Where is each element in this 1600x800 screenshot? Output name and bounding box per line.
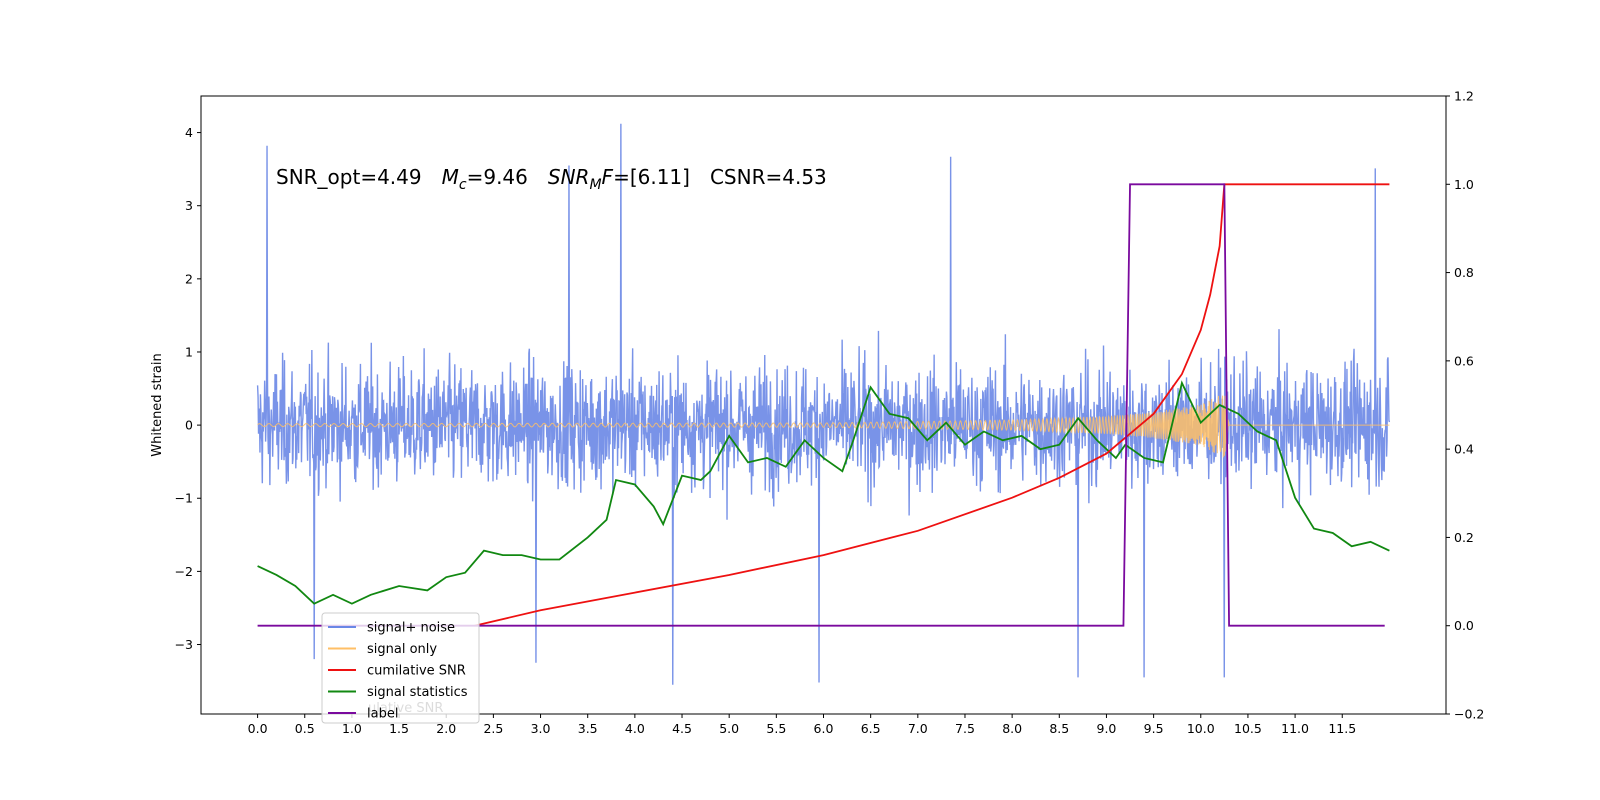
x-tick-label: 6.5 [861,721,881,736]
x-tick-label: 9.0 [1097,721,1117,736]
x-tick-label: 10.5 [1234,721,1262,736]
x-tick-label: 5.5 [766,721,786,736]
snrmf-symbol: SNR [548,165,590,189]
x-tick-label: 10.0 [1187,721,1215,736]
x-tick-label: 5.0 [719,721,739,736]
legend-label: signal statistics [367,685,468,700]
y-left-tick-label: −3 [175,637,193,652]
signal-only-series [257,395,1390,458]
legend: ulative SNR signal+ noise signal only cumi… [321,612,480,724]
x-tick-label: 1.0 [342,721,362,736]
label-line [257,183,1385,627]
y-left-tick-label: −2 [175,564,193,579]
x-tick-label: 8.0 [1002,721,1022,736]
legend-ghost-text: ulative SNR [368,701,443,716]
y-left-tick-label: 2 [185,271,193,286]
x-tick-label: 1.5 [389,721,409,736]
x-tick-label: 3.0 [531,721,551,736]
y-left-tick-label: 3 [185,198,193,213]
x-tick-label: 0.0 [248,721,268,736]
cumulative-snr-line [474,183,1390,627]
cumulative-snr-series [474,183,1390,627]
y-right-tick-label: 0.8 [1454,265,1474,280]
signal-statistics-line [257,380,1390,605]
y-left-tick-label: 4 [185,125,193,140]
y-right-tick-label: −0.2 [1454,707,1484,722]
legend-label: cumilative SNR [367,664,466,679]
label-series [257,183,1385,627]
x-tick-label: 2.0 [436,721,456,736]
x-tick-label: 11.5 [1328,721,1356,736]
y-axis-right: −0.2 0.0 0.2 0.4 0.6 0.8 1.0 1.2 [1446,89,1484,722]
x-tick-label: 3.5 [578,721,598,736]
x-tick-label: 11.0 [1281,721,1309,736]
snr-annotation: SNR_opt=4.49 Mc=9.46 SNRMF=[6.11] CSNR=4.53 [276,165,827,193]
x-axis: 0.0 0.5 1.0 1.5 2.0 2.5 3.0 3.5 4.0 4.5 5.0 5.5 6.0 6… [248,714,1356,736]
csnr-text: CSNR=4.53 [710,165,827,189]
snrmf-value: =[6.11] [613,165,690,189]
x-tick-label: 4.0 [625,721,645,736]
y-right-tick-label: 0.2 [1454,530,1474,545]
x-tick-label: 6.0 [814,721,834,736]
y-axis-label: Whitened strain [150,353,165,456]
legend-label: signal+ noise [367,621,455,636]
y-right-tick-label: 0.0 [1454,618,1474,633]
y-left-tick-label: −1 [175,491,193,506]
legend-label: signal only [367,642,437,657]
x-tick-label: 9.5 [1144,721,1164,736]
y-right-tick-label: 0.6 [1454,353,1474,368]
y-right-tick-label: 1.0 [1454,177,1474,192]
snrmf-subscript: M [589,177,601,193]
mc-symbol: M [442,165,459,189]
signal-only-line [257,395,1390,458]
y-axis-left: −3 −2 −1 0 1 2 3 4 [175,125,201,652]
y-left-tick-label: 1 [185,344,193,359]
y-right-tick-label: 1.2 [1454,89,1474,104]
signal-statistics-series [257,380,1390,605]
x-tick-label: 2.5 [483,721,503,736]
y-left-tick-label: 0 [185,418,193,433]
x-tick-label: 4.5 [672,721,692,736]
x-tick-label: 0.5 [295,721,315,736]
mc-subscript: c [459,177,467,193]
mc-value: =9.46 [467,165,528,189]
legend-box [321,612,480,724]
y-right-tick-label: 0.4 [1454,442,1474,457]
snrmf-tail: F [602,165,614,189]
x-tick-label: 7.5 [955,721,975,736]
x-tick-label: 7.0 [908,721,928,736]
x-tick-label: 8.5 [1049,721,1069,736]
legend-label: label [367,707,398,722]
snr-opt-text: SNR_opt=4.49 [276,165,422,189]
